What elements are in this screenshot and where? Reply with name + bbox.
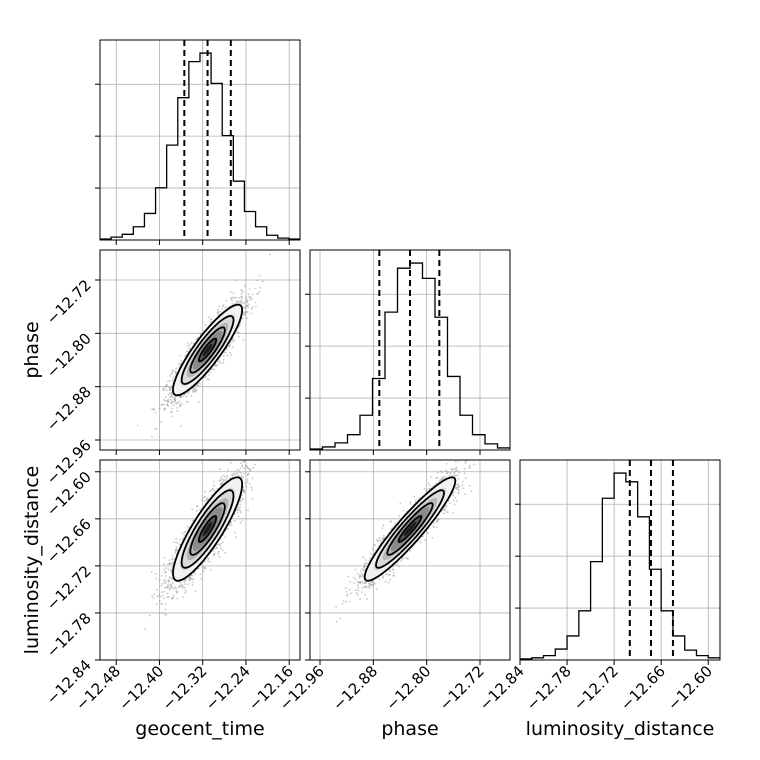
contour-line [397,515,423,543]
contour-line [198,515,218,543]
contour-line [189,502,226,556]
x-axis-label-geocent-time: geocent_time [135,718,264,740]
x-geocent-time-tick-label: −12.40 [115,662,167,714]
y-phase-tick-label: −12.72 [43,276,95,328]
y-luminosity-distance-tick-label: −12.72 [43,562,95,614]
density-panel-geocent-time-vs-luminosity-distance: −12.48−12.40−12.32−12.24−12.16−12.84−12.… [43,459,301,714]
contour-line [180,489,235,569]
y-luminosity-distance-tick-label: −12.78 [43,609,95,661]
x-luminosity-distance-tick-label: −12.66 [617,662,669,714]
x-phase-tick-label: −12.80 [383,662,435,714]
contour-line [172,476,243,582]
histogram-panel-luminosity-distance: −12.84−12.78−12.72−12.66−12.60 [476,459,721,714]
density-panel-phase-vs-luminosity-distance: −12.96 −12.88 −12.80 −12.72 [276,459,511,714]
y-axis-label-luminosity-distance: luminosity_distance [21,466,43,655]
y-phase-tick-label: −12.80 [43,329,95,381]
density-level [202,343,213,357]
y-phase-tick-label: −12.88 [43,383,95,435]
contour-line [363,476,457,582]
x-axis-label-phase: phase [381,718,438,740]
histogram-step-luminosity-distance [520,472,720,660]
x-luminosity-distance-tick-label: −12.60 [664,662,716,714]
density-level [403,521,417,537]
density-level [202,521,213,537]
x-geocent-time-tick-label: −12.32 [159,662,211,714]
histogram-step-geocent-time [100,52,300,240]
x-luminosity-distance-tick-label: −12.78 [523,662,575,714]
histogram-panel-geocent-time [95,39,301,245]
x-geocent-time-tick-label: −12.24 [202,662,254,714]
x-luminosity-distance-tick-label: −12.72 [570,662,622,714]
contour-line [198,337,218,363]
x-luminosity-distance-tick-label: −12.84 [476,662,528,714]
contour-line [180,315,235,385]
contour-line [375,489,445,569]
contour-line [386,502,434,556]
density-panel-geocent-time-vs-phase: −12.96−12.88−12.80−12.72 [43,249,301,488]
histogram-panel-phase [305,249,511,455]
x-phase-tick-label: −12.88 [329,662,381,714]
corner-panels: −12.84−12.78−12.72−12.66−12.60−12.96−12.… [43,39,721,714]
y-axis-label-phase: phase [21,321,43,378]
x-axis-label-luminosity-distance: luminosity_distance [526,718,715,740]
contour-line [189,326,226,374]
contour-line [172,303,243,397]
y-luminosity-distance-tick-label: −12.66 [43,515,95,567]
